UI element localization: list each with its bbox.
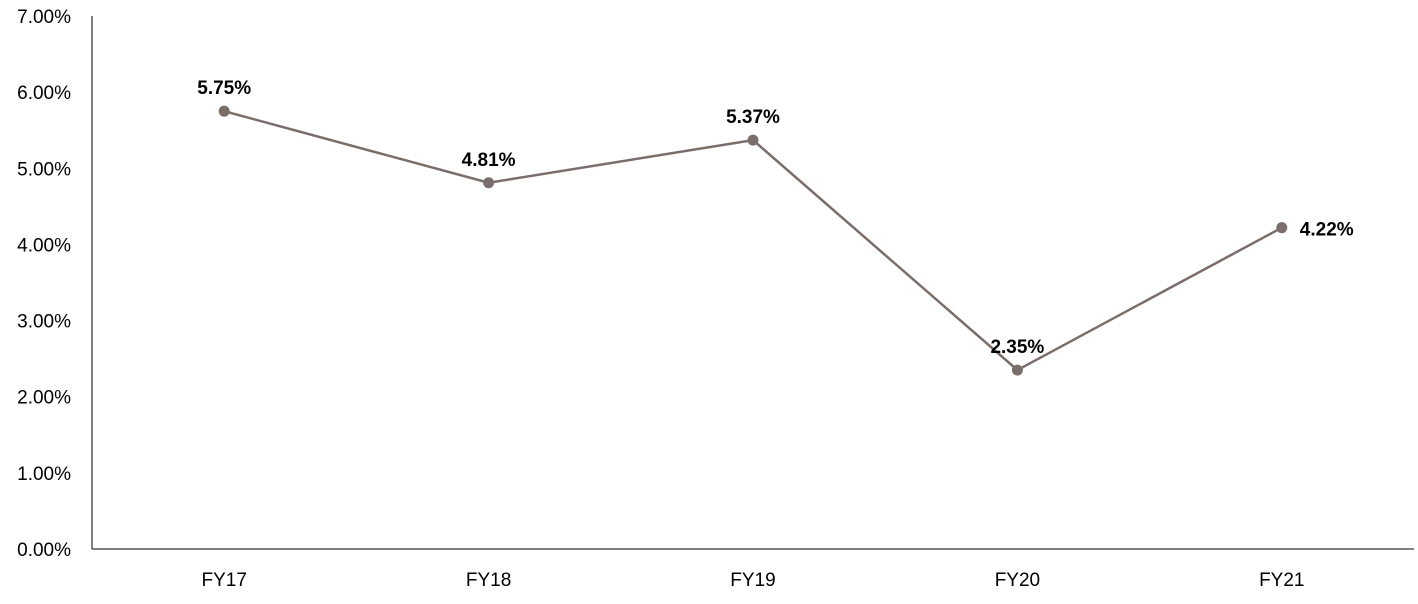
y-tick-label: 2.00% xyxy=(17,388,71,409)
x-tick-label: FY17 xyxy=(201,570,246,591)
data-label: 4.22% xyxy=(1300,220,1354,241)
data-label: 4.81% xyxy=(462,150,516,171)
y-tick-label: 0.00% xyxy=(17,540,71,561)
data-point-marker xyxy=(747,134,759,146)
x-tick-label: FY19 xyxy=(730,570,775,591)
series-line xyxy=(223,109,1283,372)
data-point-marker xyxy=(483,177,495,189)
data-labels: 5.75% 4.81% 5.37% 2.35% 4.22% xyxy=(197,78,1354,358)
y-tick-label: 5.00% xyxy=(17,159,71,180)
data-point-marker xyxy=(218,105,230,117)
y-axis-ticks: 0.00% 1.00% 2.00% 3.00% 4.00% 5.00% 6.00% 7.00% xyxy=(17,7,71,561)
data-label: 5.75% xyxy=(197,78,251,99)
x-tick-label: FY20 xyxy=(995,570,1040,591)
y-tick-label: 1.00% xyxy=(17,464,71,485)
y-tick-label: 6.00% xyxy=(17,83,71,104)
axes xyxy=(91,16,1414,550)
y-tick-label: 7.00% xyxy=(17,7,71,28)
data-label: 5.37% xyxy=(726,107,780,128)
series-group xyxy=(218,105,1288,376)
data-point-marker xyxy=(1011,364,1023,376)
data-point-marker xyxy=(1276,222,1288,234)
x-tick-label: FY21 xyxy=(1259,570,1304,591)
y-tick-label: 3.00% xyxy=(17,312,71,333)
data-label: 2.35% xyxy=(990,337,1044,358)
y-tick-label: 4.00% xyxy=(17,235,71,256)
x-axis-ticks: FY17 FY18 FY19 FY20 FY21 xyxy=(201,570,1304,591)
x-tick-label: FY18 xyxy=(466,570,511,591)
